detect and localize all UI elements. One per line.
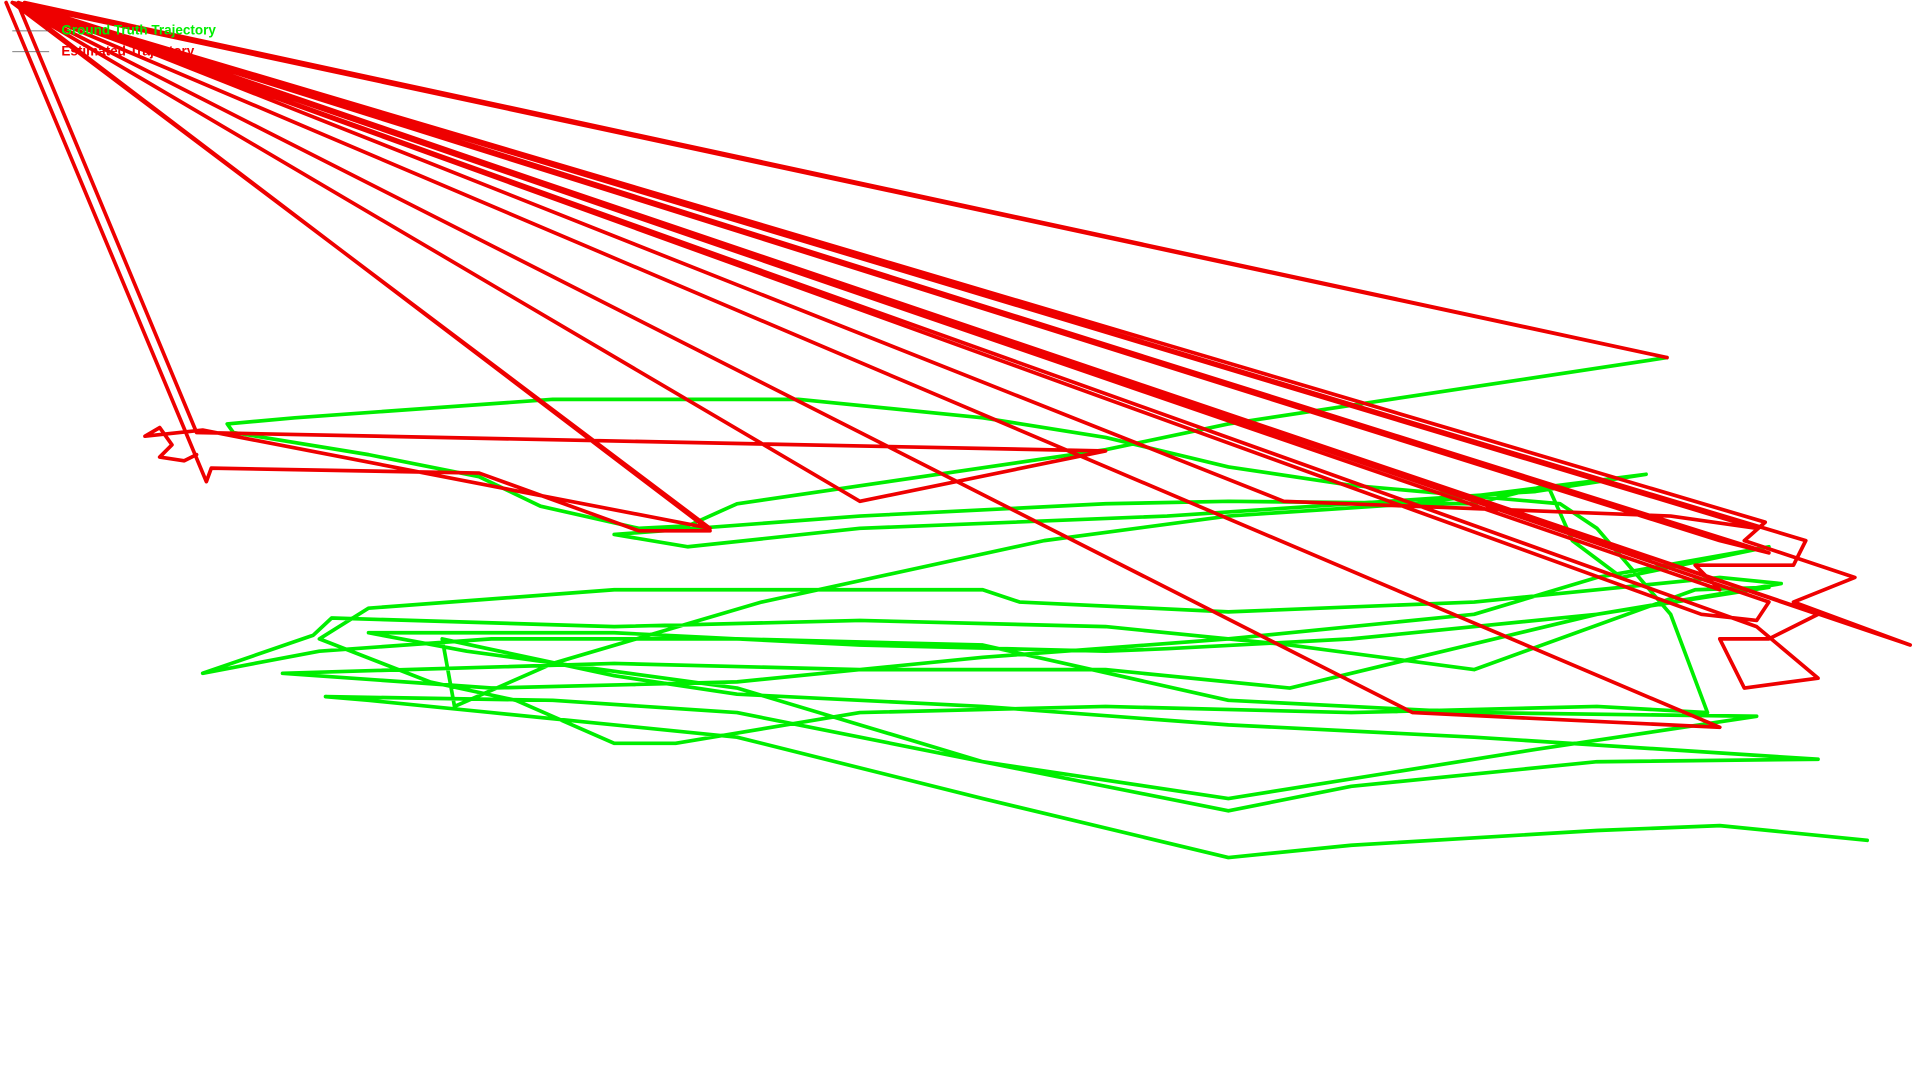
legend-label: Estimated Trajectory [61,43,194,58]
trajectory-line [4,0,1913,730]
legend-label: Ground Truth Trajectory [61,22,216,37]
trajectory-line [200,355,1870,860]
